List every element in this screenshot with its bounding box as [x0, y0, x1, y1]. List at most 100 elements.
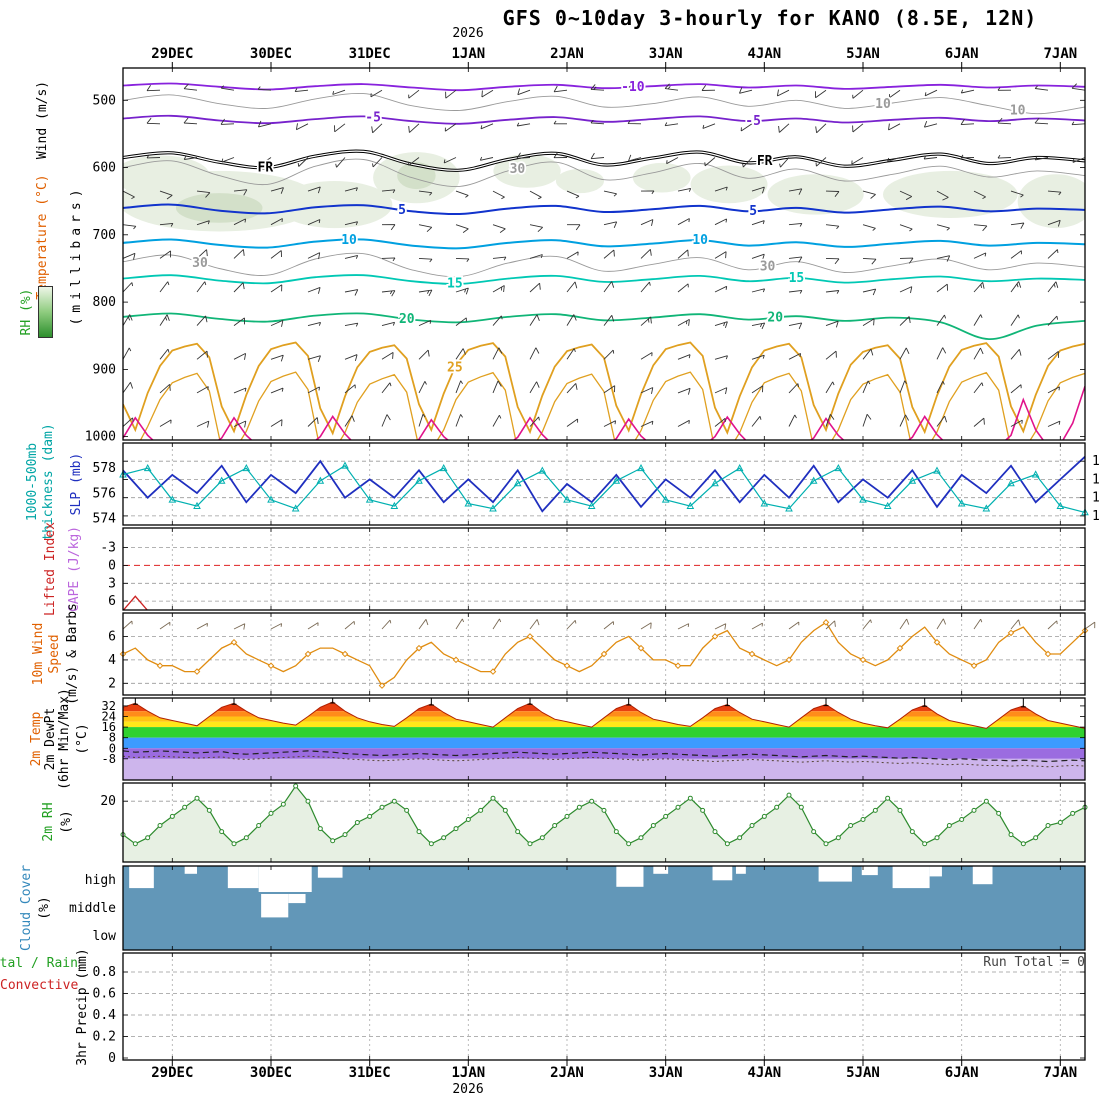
contour-label: 30	[760, 260, 776, 275]
date-label-bottom: 3JAN	[649, 1065, 683, 1081]
cloud-row-label: middle	[69, 901, 116, 916]
date-label-bottom: 6JAN	[945, 1065, 979, 1081]
slp-tick-label: 1014	[1092, 454, 1100, 469]
axis-label-10m-wind: 10m Wind	[31, 622, 46, 686]
pressure-tick-label: 1000	[85, 430, 116, 445]
axis-label-slp: SLP (mb)	[69, 452, 84, 516]
contour-label: FR	[258, 160, 274, 175]
panel-10m-wind	[119, 618, 1096, 689]
axis-label-cape: CAPE (J/kg)	[67, 525, 82, 613]
temp-tick-label: 16	[102, 720, 116, 734]
year-label-bottom: 2026	[452, 1082, 484, 1097]
upper-wind-barbs	[123, 83, 1085, 428]
date-label-top: 7JAN	[1043, 46, 1077, 62]
precip-tick-label: 0.8	[93, 965, 116, 980]
axis-label-upper-wind: Wind (m/s)	[35, 80, 50, 160]
precip-tick-label: 0.2	[93, 1030, 116, 1045]
cloud-row-label: high	[85, 873, 116, 888]
panel-cloud-cover	[123, 866, 1085, 950]
contour-label: FR	[757, 154, 773, 169]
li-tick-label: 3	[108, 576, 116, 591]
wind-tick-label: 2	[108, 676, 116, 691]
date-label-top: 29DEC	[151, 46, 193, 62]
date-label-top: 2JAN	[550, 46, 584, 62]
pressure-tick-label: 700	[93, 228, 116, 243]
pressure-tick-label: 900	[93, 362, 116, 377]
temp-tick-label: 24	[102, 710, 116, 724]
year-label-top: 2026	[452, 26, 484, 41]
cloud-row-label: low	[93, 929, 117, 944]
run-total-text: Run Total = 0	[983, 955, 1085, 970]
axis-label-precip: 3hr Precip (mm)	[75, 948, 90, 1066]
gridlines	[124, 444, 1084, 1059]
precip-tick-label: 0.6	[93, 987, 116, 1002]
contour-label: 25	[447, 360, 463, 375]
contour-label: 10	[692, 233, 708, 248]
rh-tick-label: 20	[100, 794, 116, 809]
temp-color-bands	[123, 702, 1085, 780]
date-label-top: 5JAN	[846, 46, 880, 62]
date-label-bottom: 1JAN	[451, 1065, 485, 1081]
contour-label: 10	[341, 233, 357, 248]
contour-label: 10	[1010, 104, 1026, 119]
panel-slp-thickness	[119, 456, 1089, 516]
li-tick-label: 6	[108, 594, 116, 609]
axis-label-rh-upper: RH (%)	[19, 288, 34, 336]
temp-tick-label: 32	[102, 699, 116, 713]
contour-label: -5	[365, 110, 381, 125]
contour-label: -5	[745, 114, 761, 129]
panel-2m-temp	[123, 698, 1085, 780]
pressure-tick-label: 500	[93, 93, 116, 108]
contour-label: 30	[510, 162, 526, 177]
li-tick-label: -3	[100, 541, 116, 556]
date-label-top: 31DEC	[349, 46, 391, 62]
contour-label: 15	[447, 277, 463, 292]
contour-label: 15	[789, 271, 805, 286]
slp-tick-label: 1008	[1092, 509, 1100, 524]
contour-label: 30	[192, 256, 208, 271]
date-label-bottom: 4JAN	[747, 1065, 781, 1081]
thickness-tick-label: 576	[93, 486, 116, 501]
date-label-top: 6JAN	[945, 46, 979, 62]
axis-label-cloud-unit: (%)	[37, 896, 52, 920]
contour-label: 10	[875, 97, 891, 112]
date-labels: 29DEC 29DEC 30DEC 30DEC 31DEC 31DEC 1JAN 1JAN 2J…	[151, 46, 1077, 1081]
legend-convective: Convective	[0, 978, 79, 993]
axis-label-thickness1: 1000-500mb	[25, 442, 40, 522]
date-label-bottom: 2JAN	[550, 1065, 584, 1081]
wind-tick-label: 4	[108, 653, 116, 668]
isotach-contours	[123, 92, 1085, 278]
axis-label-cloud-cover: Cloud Cover	[19, 864, 34, 952]
date-label-top: 1JAN	[451, 46, 485, 62]
contour-label: 20	[399, 312, 415, 327]
axis-label-minmax: (6hr Min/Max)	[57, 688, 72, 790]
axis-tick-labels: 5006007008009001000101410121010100857857…	[69, 93, 1100, 1066]
rh-colorbar	[38, 286, 53, 338]
pressure-tick-label: 800	[93, 295, 116, 310]
temp-tick-label: -8	[102, 752, 116, 766]
panel-2m-rh	[120, 783, 1088, 862]
date-label-bottom: 29DEC	[151, 1065, 193, 1081]
contour-label: 20	[767, 311, 783, 326]
precip-tick-label: 0	[108, 1051, 116, 1066]
contour-labels: -10 -5 -5 FR FR 5 5 10 10 15 15 20 20 10 10 30 30 30 25	[190, 78, 1027, 377]
date-label-bottom: 30DEC	[250, 1065, 292, 1081]
precip-tick-label: 0.4	[93, 1008, 117, 1023]
date-label-top: 30DEC	[250, 46, 292, 62]
axis-label-lifted-index: Lifted Index	[43, 522, 58, 616]
temp-tick-label: 8	[109, 731, 116, 745]
axis-label-millibars: (millibars)	[69, 184, 84, 326]
thickness-tick-label: 578	[93, 461, 116, 476]
pressure-tick-label: 600	[93, 161, 116, 176]
thickness-tick-label: 574	[93, 512, 117, 527]
slp-tick-label: 1012	[1092, 472, 1100, 487]
date-label-top: 3JAN	[649, 46, 683, 62]
axis-label-2m-temp: 2m Temp	[29, 711, 44, 767]
wind-tick-label: 6	[108, 629, 116, 644]
axis-label-2m-dewpt: 2m DewPt	[43, 707, 58, 771]
panel-li-cape	[123, 595, 149, 610]
chart-title: GFS 0~10day 3-hourly for KANO (8.5E, 12N…	[502, 6, 1038, 30]
